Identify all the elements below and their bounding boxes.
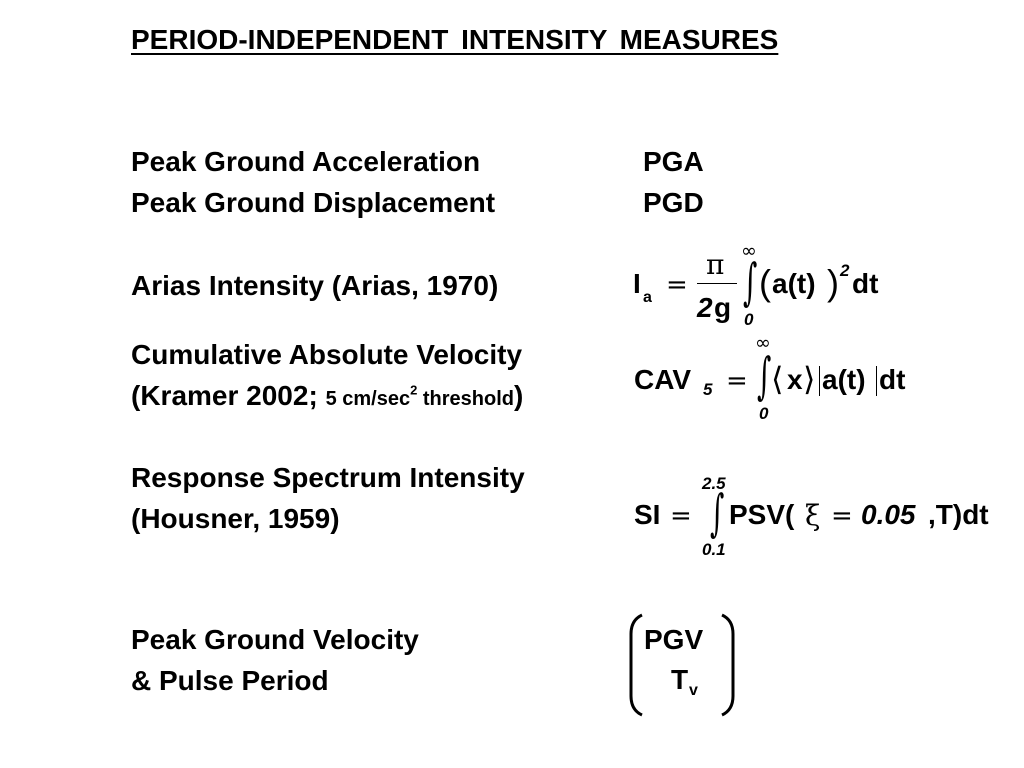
si-equals: = xyxy=(670,501,692,531)
pga-label: Peak Ground Acceleration xyxy=(131,146,481,177)
pgd-symbol: PGD xyxy=(643,187,704,218)
tv-symbol: T xyxy=(671,664,689,695)
page-title: PERIOD-INDEPENDENT INTENSITY MEASURES xyxy=(131,24,779,55)
cav-label-prefix: (Kramer 2002; xyxy=(131,380,326,411)
arias-pi: π xyxy=(706,248,725,281)
pga-symbol: PGA xyxy=(643,146,704,177)
si-damping-equals: = xyxy=(831,501,853,531)
cav-upper-limit: ∞ xyxy=(755,332,771,354)
arias-integrand: a(t) xyxy=(772,268,816,299)
arias-dt: dt xyxy=(852,268,879,299)
si-lhs: SI xyxy=(634,499,661,530)
arias-lhs: I xyxy=(633,268,641,299)
si-psv: PSV( xyxy=(729,499,795,530)
cav-x: x xyxy=(787,364,803,395)
pgv-bracket-right xyxy=(721,613,735,717)
arias-exponent: 2 xyxy=(840,261,850,280)
cav-dt: dt xyxy=(879,364,906,395)
si-rest: ,T)dt xyxy=(928,499,989,530)
cav-label-line1: Cumulative Absolute Velocity xyxy=(131,339,523,370)
cav-label-suffix: ) xyxy=(513,380,524,411)
si-xi: ξ xyxy=(805,499,821,532)
cav-angle-open: ⟨ xyxy=(771,360,784,398)
arias-paren-open: ( xyxy=(759,262,771,303)
si-lower-limit: 0.1 xyxy=(702,540,726,559)
cav-abs-body: a(t) xyxy=(822,364,866,395)
arias-denominator-g: g xyxy=(714,292,732,323)
cav-angle-close: ⟩ xyxy=(803,360,816,398)
arias-equals: = xyxy=(666,270,688,300)
cav-lower-limit: 0 xyxy=(759,404,769,423)
arias-upper-limit: ∞ xyxy=(741,240,757,262)
cav-label-sup: 2 xyxy=(410,382,418,398)
cav-label-threshold: 5 cm/sec xyxy=(325,388,411,410)
cav-label-threshold-word: threshold xyxy=(417,388,514,410)
si-label-line2: (Housner, 1959) xyxy=(131,503,340,534)
cav-abs-bar-left xyxy=(819,366,820,396)
cav-lhs: CAV xyxy=(634,364,692,395)
arias-label: Arias Intensity (Arias, 1970) xyxy=(131,270,499,301)
cav-lhs-subscript: 5 xyxy=(703,380,713,399)
cav-abs-bar-right xyxy=(876,366,877,396)
si-upper-limit: 2.5 xyxy=(702,474,726,493)
pgd-label: Peak Ground Displacement xyxy=(131,187,496,218)
pgv-symbol: PGV xyxy=(644,624,704,655)
arias-paren-close: ) xyxy=(827,262,839,303)
si-label-line1: Response Spectrum Intensity xyxy=(131,462,525,493)
cav-equals: = xyxy=(726,366,748,396)
arias-fraction-bar xyxy=(697,283,737,284)
pgv-bracket-left xyxy=(629,613,643,717)
tv-subscript: v xyxy=(689,682,698,699)
cav-integral-sign: ∫ xyxy=(757,347,772,405)
cav-label-line2: (Kramer 2002; 5 cm/sec2 threshold) xyxy=(131,380,523,412)
arias-lower-limit: 0 xyxy=(744,310,754,329)
si-integral-sign: ∫ xyxy=(710,484,725,542)
si-damping-value: 0.05 xyxy=(861,499,916,530)
arias-denominator-number: 2 xyxy=(697,292,713,323)
pgv-label-line1: Peak Ground Velocity xyxy=(131,624,419,655)
arias-lhs-subscript: a xyxy=(643,289,652,306)
pgv-label-line2: & Pulse Period xyxy=(131,665,329,696)
arias-integral-sign: ∫ xyxy=(743,253,758,311)
